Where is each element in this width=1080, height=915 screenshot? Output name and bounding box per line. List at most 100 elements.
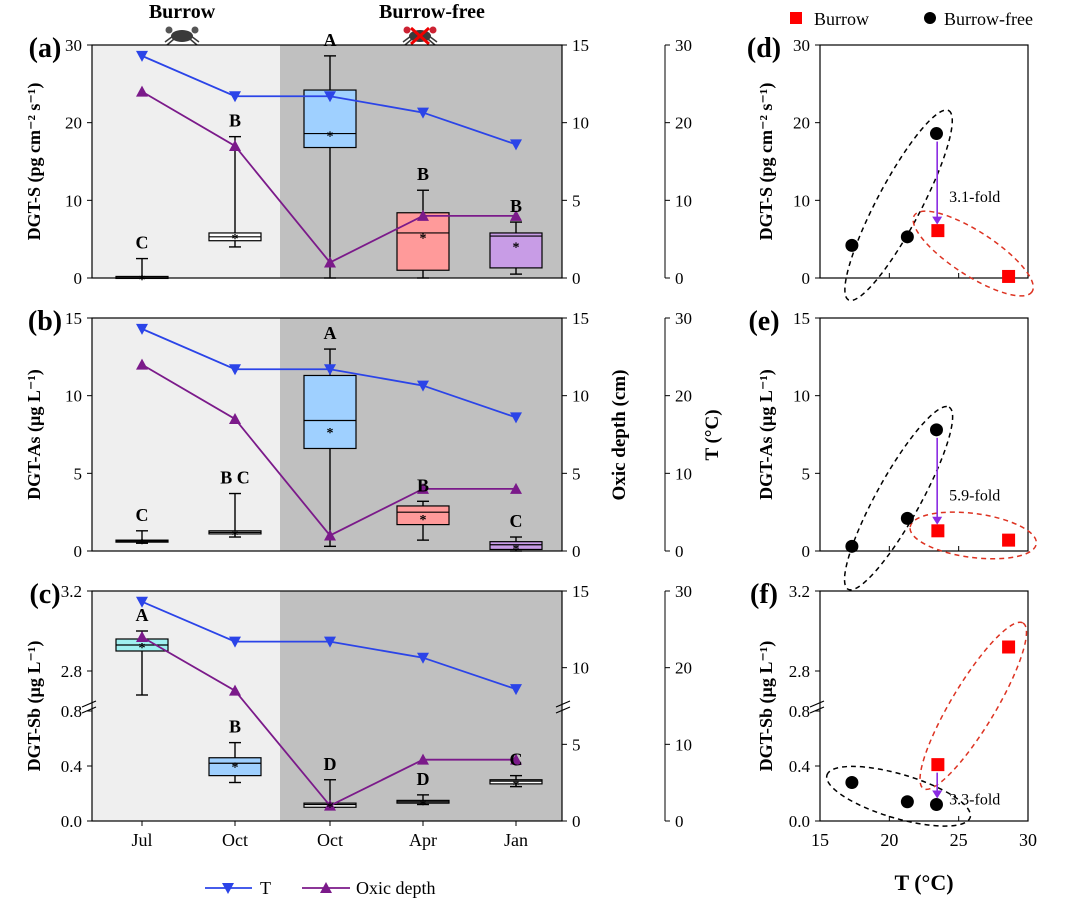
group-ellipse <box>912 210 1035 297</box>
crab-icon <box>164 26 200 46</box>
t-point <box>324 91 336 103</box>
burrow-point <box>1002 533 1016 547</box>
panel-letter: (b) <box>28 306 62 337</box>
t-tick-label: 20 <box>675 659 692 678</box>
legend-burrow-marker <box>790 12 802 24</box>
t-point <box>136 50 148 62</box>
crab-leg <box>402 35 412 43</box>
oxic-point <box>510 209 522 221</box>
box-0 <box>115 257 169 280</box>
box-3 <box>396 500 450 541</box>
panel-letter: (c) <box>29 579 60 610</box>
y-tick-label: 10 <box>65 191 82 210</box>
y-axis-label: DGT-Sb (µg L⁻¹) <box>756 641 777 772</box>
fold-arrow-head <box>932 516 943 525</box>
box-3 <box>396 189 450 279</box>
y-tick-label: 0.4 <box>789 757 811 776</box>
oxic-point <box>324 256 336 268</box>
t-tick-label: 10 <box>675 191 692 210</box>
panel-letter: (d) <box>747 33 781 64</box>
oxic-point <box>510 753 522 765</box>
crab-leg <box>190 35 200 43</box>
axis-break <box>809 706 825 714</box>
t-tick-label: 10 <box>675 735 692 754</box>
oxic-tick-label: 15 <box>572 309 589 328</box>
t-tick-label: 20 <box>675 114 692 133</box>
legend-burrow-free-marker <box>924 12 936 24</box>
burrow-free-point <box>845 539 859 553</box>
significance-letter: B <box>229 717 241 737</box>
burrow-point <box>931 224 945 238</box>
y-tick-label: 0.8 <box>789 702 810 721</box>
x-tick-label: Apr <box>409 830 437 850</box>
box-1 <box>208 741 262 784</box>
y-tick-label: 0 <box>74 269 83 288</box>
burrow-point <box>1002 269 1016 283</box>
axis-break <box>81 706 97 714</box>
panel-letter: (e) <box>748 306 779 337</box>
oxic-point <box>324 799 336 811</box>
t-point <box>324 636 336 648</box>
oxic-point <box>136 85 148 97</box>
group-ellipse <box>909 511 1038 560</box>
y-tick-label: 10 <box>793 387 810 406</box>
scatter-x-axis-title: T (°C) <box>894 870 953 895</box>
oxic-axis-title: Oxic depth (cm) <box>609 370 630 501</box>
oxic-tick-label: 10 <box>572 387 589 406</box>
t-point <box>229 364 241 376</box>
box-3 <box>396 794 450 806</box>
axis-break <box>555 700 571 708</box>
t-tick-label: 30 <box>675 36 692 55</box>
group-ellipse <box>919 621 1028 791</box>
crab-claw <box>429 26 437 34</box>
t-tick-label: 0 <box>675 542 684 561</box>
significance-letter: A <box>324 323 337 343</box>
t-tick-label: 20 <box>675 387 692 406</box>
mean-marker: * <box>232 761 239 776</box>
mean-marker: * <box>513 241 520 256</box>
mean-marker: * <box>327 130 334 145</box>
oxic-point <box>229 139 241 151</box>
fold-label: 5.9-fold <box>949 487 1000 504</box>
significance-letter: B <box>229 111 241 131</box>
t-tick-label: 30 <box>675 309 692 328</box>
fold-arrow-head <box>932 216 943 225</box>
t-point <box>417 652 429 664</box>
t-point <box>510 684 522 696</box>
significance-letter: C <box>510 511 523 531</box>
scatter-panel-0 <box>815 44 1035 302</box>
mean-marker: * <box>139 641 146 656</box>
scatter-x-tick-label: 30 <box>1019 830 1037 850</box>
scatter-frame <box>819 317 1029 552</box>
crab-claw <box>191 26 199 34</box>
group-ellipse <box>825 765 972 827</box>
oxic-tick-label: 5 <box>572 191 581 210</box>
scatter-x-tick-label: 20 <box>880 830 898 850</box>
burrow-background <box>92 318 280 551</box>
oxic-tick-label: 5 <box>572 735 581 754</box>
scatter-panel-1 <box>815 317 1038 591</box>
y-tick-label: 0 <box>74 542 83 561</box>
y-tick-label: 5 <box>802 464 811 483</box>
burrow-background <box>92 591 280 821</box>
legend-t-label: T <box>260 878 271 898</box>
mean-marker: * <box>513 779 520 794</box>
crab-leg <box>427 38 436 46</box>
significance-letter: A <box>324 30 337 50</box>
t-point <box>229 91 241 103</box>
oxic-tick-label: 10 <box>572 659 589 678</box>
mean-marker: * <box>513 542 520 557</box>
y-tick-label: 10 <box>793 191 810 210</box>
oxic-point <box>510 482 522 494</box>
fold-label: 3.3-fold <box>949 792 1000 809</box>
oxic-point <box>136 631 148 642</box>
y-tick-label: 15 <box>793 309 810 328</box>
x-tick-label: Oct <box>222 830 248 850</box>
group-ellipse <box>844 109 954 302</box>
burrow-free-point <box>845 776 859 789</box>
box-body <box>396 212 450 271</box>
legend-oxic-label: Oxic depth <box>356 878 435 898</box>
box-0 <box>115 530 169 544</box>
oxic-point <box>417 482 429 494</box>
t-tick-label: 10 <box>675 464 692 483</box>
